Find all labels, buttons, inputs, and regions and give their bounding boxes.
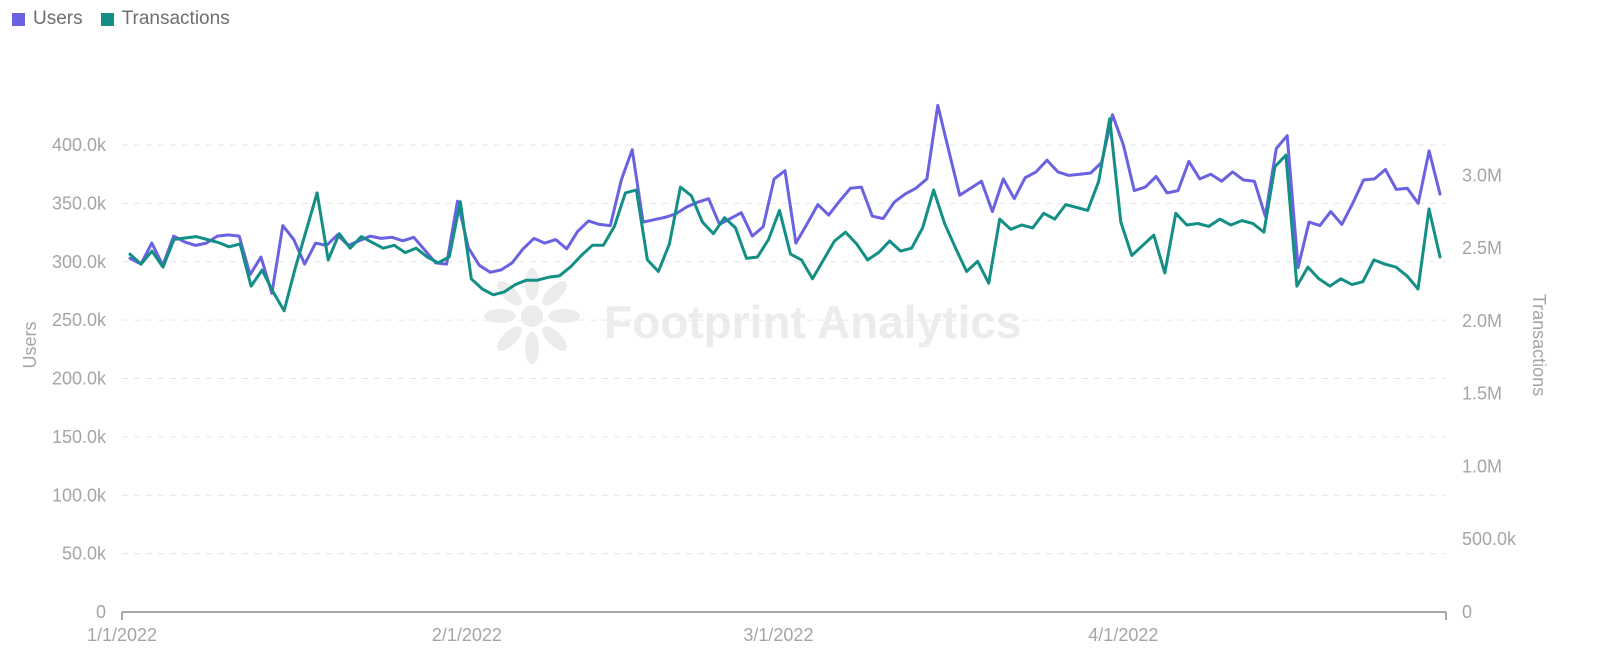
x-tick-label-3-1-2022: 3/1/2022 (743, 625, 813, 645)
legend-item-users[interactable]: Users (12, 8, 83, 30)
right-tick-label-3-0m: 3.0M (1462, 165, 1502, 185)
left-axis-ticks: 0 50.0k 100.0k 150.0k 200.0k 250.0k 300.0k 350.… (52, 135, 107, 622)
watermark-petal (542, 326, 567, 351)
watermark-petal (497, 281, 522, 306)
left-tick-label-200-0k: 200.0k (52, 369, 107, 389)
right-tick-label-500-0k: 500.0k (1462, 529, 1517, 549)
legend: Users Transactions (12, 8, 230, 30)
left-tick-label-50-0k: 50.0k (62, 544, 107, 564)
legend-label-transactions: Transactions (121, 8, 230, 29)
watermark-petal (542, 281, 567, 306)
watermark-petal (525, 268, 539, 300)
left-tick-label-0: 0 (96, 602, 106, 622)
left-axis-title: Users (20, 321, 40, 368)
right-tick-label-2-5m: 2.5M (1462, 238, 1502, 258)
right-tick-label-1-0m: 1.0M (1462, 456, 1502, 476)
watermark-text: Footprint Analytics (604, 296, 1021, 348)
x-axis-ticks: 1/1/2022 2/1/2022 3/1/2022 4/1/2022 (87, 625, 1158, 645)
right-tick-label-1-5m: 1.5M (1462, 384, 1502, 404)
x-tick-label-4-1-2022: 4/1/2022 (1088, 625, 1158, 645)
gridlines (122, 144, 1446, 555)
series-line-transactions (128, 117, 1442, 313)
legend-swatch-users (12, 12, 25, 26)
series-lines (128, 103, 1442, 313)
left-tick-label-100-0k: 100.0k (52, 485, 107, 505)
x-tick-label-1-1-2022: 1/1/2022 (87, 625, 157, 645)
watermark-petal (484, 309, 516, 323)
left-tick-label-400-0k: 400.0k (52, 135, 107, 155)
left-tick-label-150-0k: 150.0k (52, 427, 107, 447)
watermark-petal (497, 326, 522, 351)
legend-label-users: Users (33, 8, 83, 29)
left-tick-label-350-0k: 350.0k (52, 193, 107, 213)
watermark: Footprint Analytics (484, 268, 1021, 364)
legend-item-transactions[interactable]: Transactions (100, 8, 230, 30)
right-tick-label-0: 0 (1462, 602, 1472, 622)
left-tick-label-250-0k: 250.0k (52, 310, 107, 330)
left-tick-label-300-0k: 300.0k (52, 252, 107, 272)
x-tick-label-2-1-2022: 2/1/2022 (432, 625, 502, 645)
right-axis-title: Transactions (1529, 294, 1549, 396)
axes (121, 611, 1447, 620)
legend-swatch-transactions (100, 12, 114, 26)
right-axis-ticks: 0 500.0k 1.0M 1.5M 2.0M 2.5M 3.0M (1462, 165, 1517, 622)
right-tick-label-2-0m: 2.0M (1462, 311, 1502, 331)
watermark-core (521, 305, 543, 327)
watermark-petal (525, 332, 539, 364)
watermark-petal (548, 309, 580, 323)
series-line-users (128, 103, 1442, 295)
